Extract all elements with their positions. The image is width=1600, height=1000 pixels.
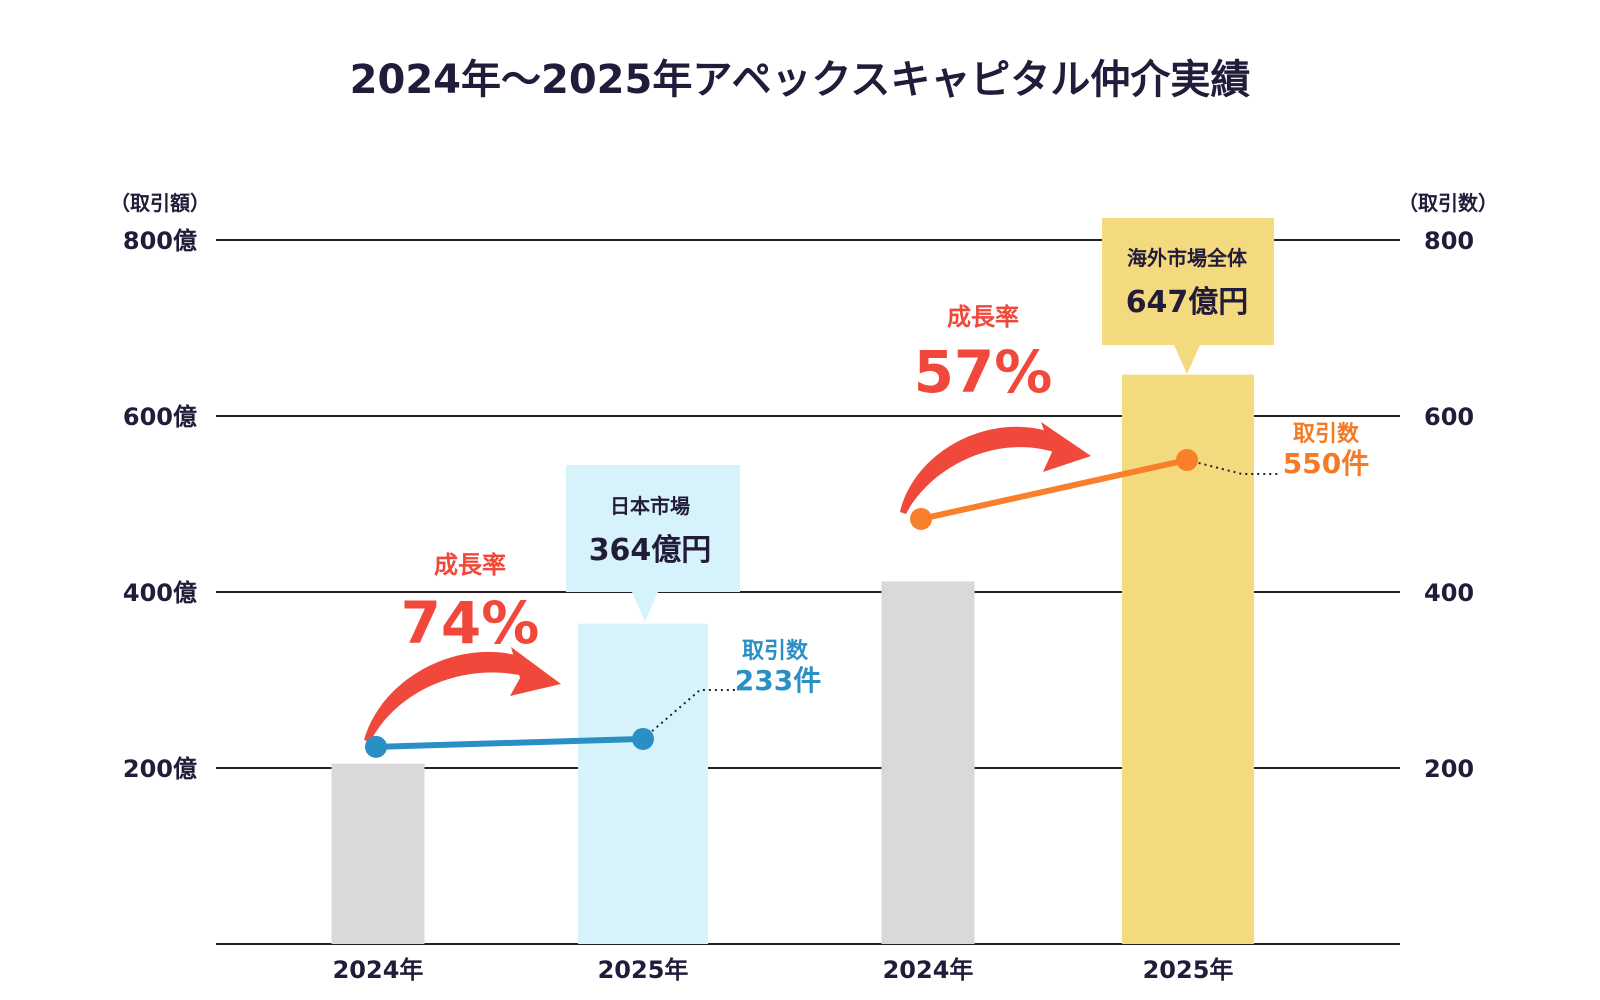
- growth-overseas-value: 57%: [914, 338, 1053, 406]
- count-japan-value: 233件: [735, 664, 821, 697]
- bar: [881, 581, 975, 944]
- count-point: [365, 735, 387, 758]
- count-point: [910, 507, 932, 530]
- callout-overseas: 海外市場全体 647億円: [1102, 218, 1274, 374]
- category-label: 2025年: [598, 956, 689, 984]
- count-leader: [1186, 459, 1278, 475]
- callout-japan: 日本市場 364億円: [566, 465, 740, 622]
- chart-title: 2024年〜2025年アペックスキャピタル仲介実績: [350, 57, 1251, 103]
- callout-overseas-box: [1102, 218, 1274, 374]
- growth-overseas-label: 成長率: [947, 303, 1019, 331]
- count-leader: [642, 689, 736, 740]
- growth-arrow-japan-body: [364, 651, 524, 742]
- left-tick-label: 400億: [123, 579, 197, 607]
- count-japan-label: 取引数: [742, 638, 809, 664]
- count-overseas-label: 取引数: [1293, 421, 1360, 447]
- callout-overseas-value: 647億円: [1126, 285, 1249, 320]
- category-label: 2024年: [333, 956, 424, 984]
- bar: [331, 763, 425, 944]
- bar: [578, 623, 708, 944]
- growth-arrow-overseas-body: [900, 426, 1054, 514]
- callout-japan-box: [566, 465, 740, 622]
- right-tick-label: 400: [1424, 579, 1474, 607]
- callout-japan-value: 364億円: [589, 533, 712, 568]
- category-label: 2024年: [883, 956, 974, 984]
- growth-arrow-japan: [364, 647, 561, 742]
- callout-japan-label: 日本市場: [610, 494, 690, 518]
- growth-japan-value: 74%: [401, 589, 540, 657]
- left-axis-ticks: 200億 400億 600億 800億: [123, 227, 197, 783]
- right-axis-ticks: 200 400 600 800: [1424, 227, 1474, 783]
- category-labels: 2024年 2025年 2024年 2025年: [333, 956, 1234, 984]
- count-point: [632, 727, 654, 750]
- growth-arrow-overseas: [900, 422, 1091, 514]
- bars: [331, 374, 1254, 944]
- count-line: [373, 735, 646, 750]
- growth-arrow-japan-head: [510, 647, 561, 696]
- category-label: 2025年: [1143, 956, 1234, 984]
- left-tick-label: 600億: [123, 403, 197, 431]
- right-axis-label: （取引数）: [1398, 191, 1498, 215]
- left-tick-label: 200億: [123, 755, 197, 783]
- right-tick-label: 800: [1424, 227, 1474, 255]
- right-tick-label: 600: [1424, 403, 1474, 431]
- growth-japan-label: 成長率: [434, 551, 506, 579]
- count-overseas-value: 550件: [1283, 447, 1369, 480]
- count-lines: [365, 449, 1278, 758]
- count-line: [918, 457, 1190, 522]
- growth-arrow-overseas-head: [1041, 422, 1091, 472]
- callout-overseas-label: 海外市場全体: [1127, 246, 1248, 270]
- right-tick-label: 200: [1424, 755, 1474, 783]
- left-axis-label: （取引額）: [110, 191, 210, 215]
- count-point: [1176, 449, 1198, 471]
- left-tick-label: 800億: [123, 227, 197, 255]
